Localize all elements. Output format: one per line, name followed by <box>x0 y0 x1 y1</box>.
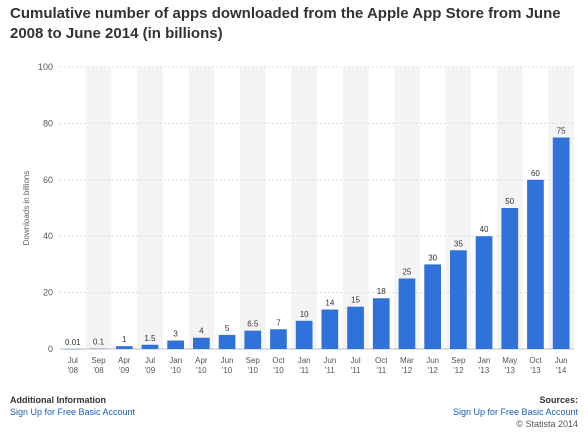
value-labels: 0.01 0.1 1 1.5 3 4 5 6.5 7 10 14 15 18 25 30 35 40 50 60 75 <box>65 127 566 347</box>
sign-up-link-right[interactable]: Sign Up for Free Basic Account <box>452 407 578 417</box>
bar <box>167 340 185 349</box>
bar <box>295 320 313 349</box>
x-tick-label: Jan '11 <box>298 356 311 375</box>
column-band <box>239 67 266 349</box>
x-tick-label: Jun '14 <box>555 356 568 375</box>
bar <box>141 344 159 349</box>
x-tick-label: Jul '08 <box>68 356 79 375</box>
x-tick-label: Jun '12 <box>426 356 439 375</box>
data-label: 25 <box>402 268 411 277</box>
sources-heading: Sources: <box>539 395 578 405</box>
y-axis-ticks: 0 20 40 60 80 100 <box>38 62 53 354</box>
data-label: 1.5 <box>144 334 156 343</box>
y-tick-label: 40 <box>43 231 53 241</box>
bar <box>192 337 210 349</box>
bar <box>424 264 442 349</box>
data-label: 30 <box>428 253 437 262</box>
x-tick-label: Jan '10 <box>169 356 182 375</box>
bar <box>372 298 390 349</box>
bar <box>321 309 339 349</box>
bars <box>64 137 570 350</box>
y-tick-label: 0 <box>48 344 53 354</box>
footer-right: Sources: Sign Up for Free Basic Account … <box>453 394 578 430</box>
bar <box>501 208 519 349</box>
bar <box>398 278 416 349</box>
x-tick-label: Jul '09 <box>145 356 156 375</box>
x-tick-label: Jun '11 <box>323 356 336 375</box>
bar <box>115 346 133 349</box>
data-label: 0.01 <box>65 338 81 347</box>
data-label: 1 <box>122 335 127 344</box>
bar <box>552 137 570 349</box>
y-tick-label: 20 <box>43 288 53 298</box>
x-tick-label: May '13 <box>502 356 517 375</box>
chart-title: Cumulative number of apps downloaded fro… <box>10 5 561 42</box>
column-band <box>291 67 317 349</box>
x-tick-label: Mar '12 <box>400 356 414 375</box>
bar-chart: 0 20 40 60 80 100 0.01 0.1 1 1.5 3 4 5 6.5 7 10 14 15 18 2… <box>22 62 574 375</box>
bar <box>218 334 236 349</box>
footer-left: Additional Information Sign Up for Free … <box>10 394 135 418</box>
y-axis-label: Downloads in billions <box>22 171 31 246</box>
sign-up-link-left[interactable]: Sign Up for Free Basic Account <box>10 407 136 417</box>
additional-info-heading: Additional Information <box>10 395 106 405</box>
x-tick-label: Sep '12 <box>451 356 466 375</box>
data-label: 6.5 <box>247 320 259 329</box>
column-band <box>342 67 369 349</box>
x-tick-label: Sep '08 <box>91 356 106 375</box>
data-label: 0.1 <box>93 338 105 347</box>
x-tick-label: Jan '13 <box>478 356 491 375</box>
data-label: 10 <box>300 310 309 319</box>
bar <box>347 306 364 349</box>
bar <box>270 329 287 349</box>
column-band <box>188 67 215 349</box>
data-label: 40 <box>480 225 489 234</box>
bar <box>475 236 493 349</box>
copyright: © Statista 2014 <box>516 419 578 429</box>
data-label: 7 <box>276 318 281 327</box>
data-label: 75 <box>557 127 566 136</box>
column-band <box>85 67 112 349</box>
x-tick-label: Jul '11 <box>350 356 361 375</box>
x-axis-ticks: Jul '08 Sep '08 Apr '09 Jul '09 Jan '10 Apr '10 Jun '… <box>68 356 568 375</box>
y-tick-label: 100 <box>38 62 53 72</box>
x-tick-label: Apr '10 <box>195 356 208 375</box>
data-label: 18 <box>377 287 386 296</box>
data-label: 4 <box>199 327 204 336</box>
x-tick-label: Oct '13 <box>529 356 542 375</box>
y-tick-label: 60 <box>43 175 53 185</box>
data-label: 15 <box>351 296 360 305</box>
x-tick-label: Oct '11 <box>375 356 388 375</box>
x-tick-label: Oct '10 <box>272 356 285 375</box>
data-label: 14 <box>325 299 334 308</box>
bar <box>244 330 262 349</box>
bar <box>449 250 467 349</box>
y-tick-label: 80 <box>43 118 53 128</box>
data-label: 60 <box>531 169 540 178</box>
data-label: 50 <box>505 197 514 206</box>
data-label: 3 <box>173 330 178 339</box>
x-tick-label: Apr '09 <box>118 356 131 375</box>
column-band <box>137 67 163 349</box>
x-tick-label: Jun '10 <box>221 356 234 375</box>
x-tick-label: Sep '10 <box>246 356 261 375</box>
data-label: 5 <box>225 324 230 333</box>
bar <box>527 179 544 349</box>
data-label: 35 <box>454 239 463 248</box>
